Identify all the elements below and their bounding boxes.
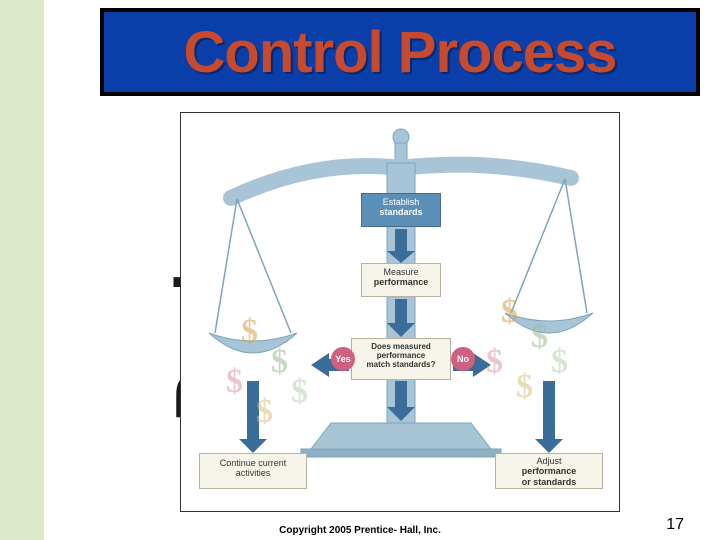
node-decision-match-standards: Does measured performance match standard… — [351, 338, 451, 380]
dollar-sign-icon: $ — [241, 313, 258, 351]
node-continue-activities: Continue current activities — [199, 453, 307, 489]
dollar-sign-icon: $ — [486, 343, 503, 381]
page-number: 17 — [666, 516, 684, 534]
node-establish-standards: Establish standards — [361, 193, 441, 227]
decision-no-label: No — [451, 347, 475, 371]
dollar-sign-icon: $ — [271, 343, 288, 381]
node-line: Adjust — [496, 456, 602, 466]
dollar-sign-icon: $ — [226, 363, 243, 401]
node-line: performance — [496, 466, 602, 476]
left-stripe — [0, 0, 44, 540]
control-process-figure: $$$$$$$$$$ Establish standards Measure p… — [180, 112, 620, 512]
node-line: or standards — [496, 477, 602, 487]
node-line: Establish — [362, 197, 440, 207]
footer-copyright: Copyright 2005 Prentice- Hall, Inc. — [0, 525, 720, 540]
dollar-sign-icon: $ — [531, 318, 548, 356]
node-line: standards — [362, 207, 440, 217]
node-adjust-performance: Adjust performance or standards — [495, 453, 603, 489]
dollar-sign-icon: $ — [256, 393, 273, 431]
node-line: Does measured — [352, 342, 450, 351]
node-line: Measure — [362, 267, 440, 277]
dollar-sign-icon: $ — [501, 293, 518, 331]
node-line: performance — [362, 277, 440, 287]
page-title: Control Process — [184, 19, 617, 86]
node-line: match standards? — [352, 360, 450, 369]
dollar-sign-icon: $ — [291, 373, 308, 411]
title-bar: Control Process — [100, 8, 700, 96]
dollar-sign-icon: $ — [551, 343, 568, 381]
node-line: Continue current — [200, 458, 306, 468]
dollar-sign-icon: $ — [516, 368, 533, 406]
decision-yes-label: Yes — [331, 347, 355, 371]
node-line: activities — [200, 468, 306, 478]
node-measure-performance: Measure performance — [361, 263, 441, 297]
node-line: performance — [352, 351, 450, 360]
